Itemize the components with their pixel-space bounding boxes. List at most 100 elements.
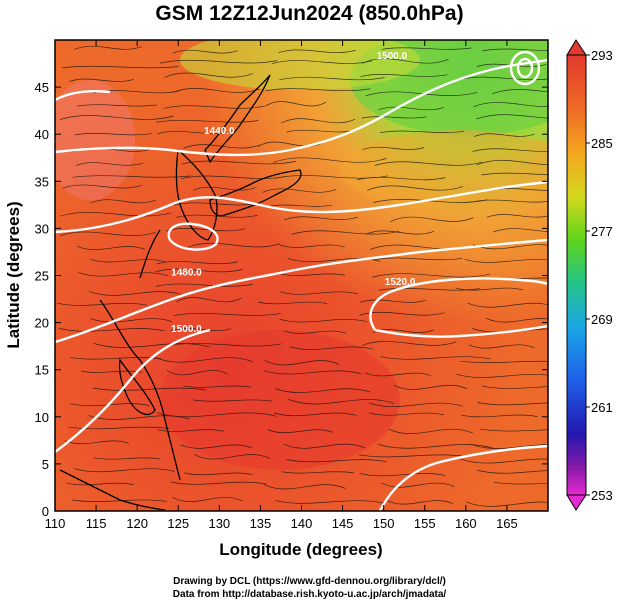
streamline — [464, 258, 548, 263]
streamline — [74, 45, 142, 50]
streamline — [74, 133, 152, 136]
x-tick-label: 160 — [455, 516, 477, 531]
streamline — [481, 385, 548, 389]
streamline — [472, 148, 548, 152]
streamline — [280, 291, 359, 295]
streamline — [455, 287, 523, 291]
x-tick-label: 125 — [167, 516, 189, 531]
streamline — [459, 458, 548, 464]
streamline — [361, 58, 449, 64]
colorbar-label: 293 — [591, 48, 613, 63]
streamline — [362, 146, 425, 150]
streamline — [275, 388, 371, 393]
streamline — [467, 302, 548, 308]
contour-label: 1440.0 — [204, 126, 235, 137]
streamline — [460, 414, 538, 418]
streamline — [378, 106, 444, 111]
y-tick-label: 15 — [35, 363, 49, 378]
streamline — [66, 482, 134, 486]
streamline — [90, 199, 156, 204]
streamline — [275, 500, 384, 504]
streamline — [265, 101, 327, 107]
streamline — [77, 246, 145, 250]
x-tick-label: 110 — [45, 516, 66, 531]
streamline — [193, 454, 271, 460]
streamline — [279, 318, 368, 323]
streamline — [181, 160, 296, 165]
streamline — [359, 299, 426, 303]
contour-labels: 1440.0 1500.0 1480.0 1520.0 1500.0 — [171, 51, 416, 335]
streamline — [379, 130, 465, 133]
streamline — [155, 119, 259, 123]
streamline — [62, 65, 179, 69]
streamline — [187, 242, 280, 248]
streamline — [92, 387, 207, 391]
streamline — [367, 185, 464, 191]
y-tick-label: 5 — [42, 457, 49, 472]
streamline — [62, 184, 143, 189]
streamline — [156, 260, 238, 265]
streamline — [359, 311, 445, 316]
x-tick-label: 145 — [332, 516, 354, 531]
streamline — [378, 288, 480, 291]
colorbar-gradient — [566, 54, 587, 496]
streamline — [59, 115, 174, 120]
streamline — [361, 341, 457, 346]
streamline — [68, 426, 170, 430]
y-tick-label: 35 — [35, 174, 49, 189]
streamline — [486, 318, 548, 323]
y-tick-label: 10 — [35, 410, 49, 425]
streamline — [481, 172, 548, 176]
streamline — [170, 481, 267, 485]
streamline — [476, 159, 548, 166]
streamline — [473, 133, 535, 137]
streamline — [365, 230, 435, 235]
colorbar: 293 285 277 269 261 253 — [566, 39, 613, 511]
streamline — [64, 440, 130, 445]
streamline — [157, 429, 224, 432]
streamline — [265, 88, 371, 92]
height-contours — [55, 50, 548, 511]
streamline — [369, 412, 445, 416]
contour-label: 1480.0 — [171, 268, 202, 279]
streamline — [94, 457, 160, 460]
streamline — [166, 343, 282, 347]
streamline — [192, 399, 272, 402]
x-tick-label: 120 — [126, 516, 148, 531]
streamline — [263, 370, 361, 375]
streamline — [163, 105, 265, 109]
x-axis-ticks: 110 115 120 125 130 135 140 145 150 155 160 165 — [45, 40, 518, 531]
streamline — [491, 89, 548, 95]
colorbar-lower-arrow — [566, 494, 587, 511]
streamline — [356, 177, 446, 181]
streamline — [180, 444, 253, 449]
streamline — [365, 372, 431, 377]
coastlines — [59, 74, 302, 511]
y-axis-label: Latitude (degrees) — [4, 201, 23, 348]
y-tick-label: 45 — [35, 80, 49, 95]
streamline — [377, 443, 493, 449]
streamline — [493, 228, 548, 233]
x-axis-label: Longitude (degrees) — [219, 540, 382, 559]
colorbar-label: 277 — [591, 224, 613, 239]
streamline — [165, 228, 246, 232]
x-tick-label: 135 — [250, 516, 272, 531]
x-tick-label: 115 — [86, 516, 107, 531]
streamline — [59, 211, 172, 217]
streamline — [193, 186, 256, 191]
streamline — [381, 47, 472, 50]
contour-label: 1520.0 — [385, 277, 416, 288]
streamline — [372, 273, 491, 278]
x-tick-label: 155 — [414, 516, 436, 531]
streamline — [183, 385, 252, 388]
streamline — [472, 244, 548, 250]
streamline — [368, 402, 463, 408]
streamline — [257, 141, 324, 147]
x-tick-label: 150 — [373, 516, 395, 531]
streamline — [267, 429, 333, 434]
streamline — [264, 360, 340, 366]
streamline — [476, 114, 548, 120]
streamline — [156, 512, 251, 515]
map-title: GSM 12Z12Jun2024 (850.0hPa) — [155, 2, 464, 25]
